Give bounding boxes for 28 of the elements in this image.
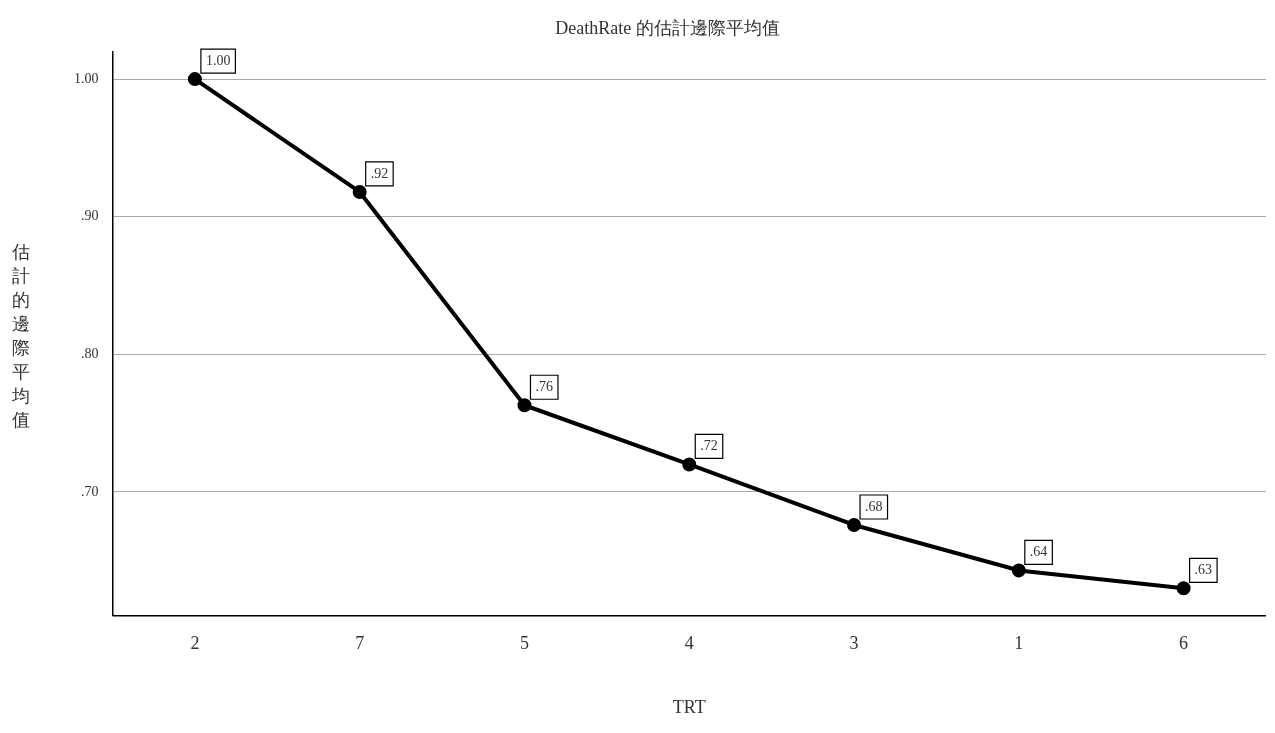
- data-label: .76: [535, 378, 553, 394]
- point: [352, 184, 367, 199]
- data-label: .63: [1194, 561, 1213, 577]
- data-label: .72: [700, 438, 718, 454]
- x-tick-label: 4: [684, 633, 694, 654]
- point: [517, 398, 532, 413]
- data-label: .68: [865, 498, 883, 514]
- y-tick-label: .70: [81, 483, 99, 499]
- point: [187, 72, 202, 87]
- x-axis-title: TRT: [672, 696, 706, 717]
- point: [682, 457, 697, 472]
- y-tick-label: 1.00: [74, 70, 99, 86]
- x-tick-label: 7: [355, 633, 365, 654]
- x-tick-label: 2: [190, 633, 200, 654]
- x-tick-label: 6: [1179, 633, 1189, 654]
- chart-title: DeathRate 的估計邊際平均值: [555, 17, 780, 38]
- point: [1176, 581, 1191, 596]
- data-label: .92: [370, 165, 389, 181]
- y-tick-label: .90: [81, 208, 99, 224]
- data-label: .64: [1029, 544, 1048, 560]
- x-tick-label: 1: [1014, 633, 1024, 654]
- y-tick-label: .80: [81, 346, 99, 362]
- x-tick-label: 3: [849, 633, 859, 654]
- point: [847, 517, 862, 532]
- x-tick-label: 5: [519, 633, 529, 654]
- data-label: 1.00: [205, 52, 231, 68]
- point: [1011, 563, 1026, 578]
- y-axis-title: 估計的邊際平均值: [11, 240, 31, 432]
